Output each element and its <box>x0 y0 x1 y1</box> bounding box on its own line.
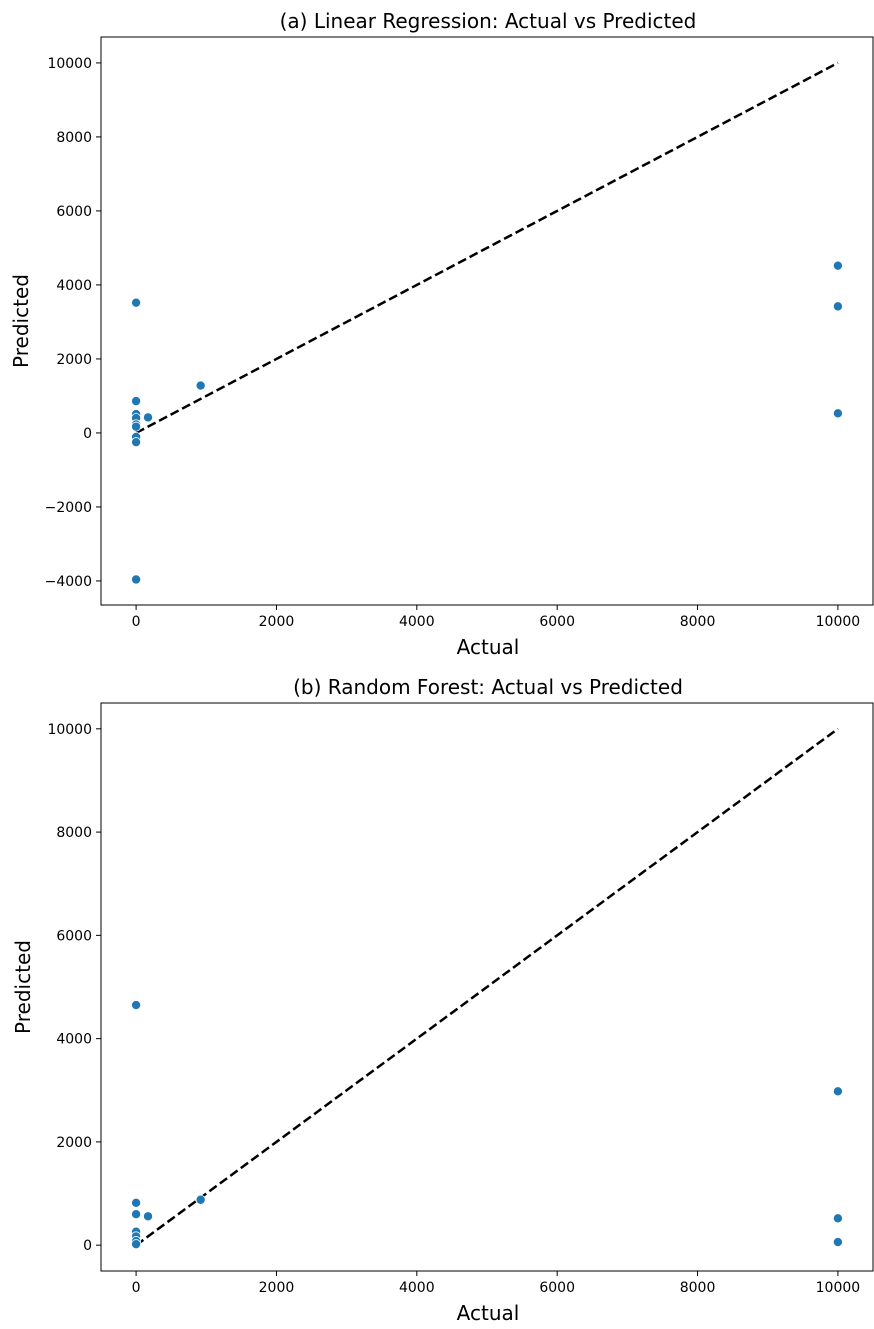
x-tick-label: 6000 <box>539 1280 575 1296</box>
data-point <box>131 297 142 308</box>
x-tick-label: 4000 <box>399 614 435 630</box>
y-tick-label: 10000 <box>47 722 92 738</box>
x-axis-label: Actual <box>457 1301 520 1325</box>
plot-area: 0 2000 4000 6000 8000 10000 −4000 −2000 0 2000 400… <box>45 56 861 630</box>
data-point <box>131 574 142 585</box>
y-tick-label: 8000 <box>56 130 92 146</box>
y-tick-label: −2000 <box>45 500 92 516</box>
data-point <box>131 1197 142 1208</box>
data-point <box>131 437 142 448</box>
y-tick-label: 6000 <box>56 204 92 220</box>
y-axis-label: Predicted <box>11 940 35 1034</box>
data-point <box>143 1211 154 1222</box>
y-tick-label: 8000 <box>56 825 92 841</box>
x-tick-label: 0 <box>132 1280 141 1296</box>
x-tick-label: 6000 <box>539 614 575 630</box>
x-tick-label: 2000 <box>259 614 295 630</box>
data-point <box>832 1086 843 1097</box>
x-tick-label: 10000 <box>816 1280 861 1296</box>
x-tick-label: 2000 <box>259 1280 295 1296</box>
y-tick-label: 0 <box>83 1238 92 1254</box>
y-tick-label: 0 <box>83 426 92 442</box>
y-tick-label: 10000 <box>47 56 92 72</box>
data-point <box>131 1239 142 1250</box>
y-tick-label: 2000 <box>56 352 92 368</box>
y-tick-label: 4000 <box>56 278 92 294</box>
data-point <box>832 1213 843 1224</box>
chart-panel-linear-regression: (a) Linear Regression: Actual vs Predict… <box>9 9 874 659</box>
data-point <box>195 380 206 391</box>
x-tick-label: 4000 <box>399 1280 435 1296</box>
reference-line-y-equals-x <box>135 61 839 435</box>
reference-line-y-equals-x <box>135 727 839 1247</box>
chart-panel-random-forest: (b) Random Forest: Actual vs Predicted 0… <box>11 675 874 1325</box>
x-axis-label: Actual <box>457 635 520 659</box>
y-tick-label: 4000 <box>56 1032 92 1048</box>
data-point <box>832 260 843 271</box>
data-point <box>131 1000 142 1011</box>
data-point <box>832 1237 843 1248</box>
x-tick-label: 8000 <box>680 1280 716 1296</box>
data-point <box>832 301 843 312</box>
data-point <box>131 421 142 432</box>
chart-title: (a) Linear Regression: Actual vs Predict… <box>280 9 697 33</box>
y-tick-label: −4000 <box>45 574 92 590</box>
y-axis-label: Predicted <box>9 274 33 368</box>
data-point <box>131 396 142 407</box>
data-point <box>832 408 843 419</box>
x-tick-label: 0 <box>132 614 141 630</box>
axes-frame <box>100 36 874 606</box>
plot-area: 0 2000 4000 6000 8000 10000 0 2000 4000 6000 8000 1… <box>47 722 860 1296</box>
y-tick-label: 6000 <box>56 928 92 944</box>
data-point <box>143 412 154 423</box>
x-tick-label: 10000 <box>816 614 861 630</box>
y-tick-label: 2000 <box>56 1135 92 1151</box>
chart-title: (b) Random Forest: Actual vs Predicted <box>293 675 683 699</box>
axes-frame <box>100 702 874 1272</box>
x-tick-label: 8000 <box>680 614 716 630</box>
data-point <box>195 1194 206 1205</box>
data-point <box>131 1209 142 1220</box>
